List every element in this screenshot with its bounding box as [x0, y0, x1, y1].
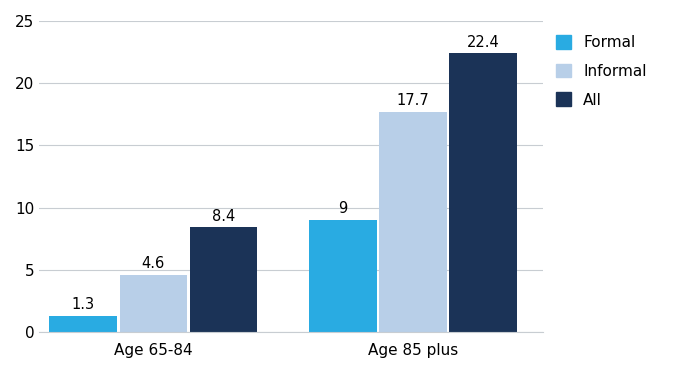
Bar [190, 228, 258, 332]
Bar [379, 112, 447, 332]
Bar [120, 275, 187, 332]
Bar [450, 53, 517, 332]
Text: 4.6: 4.6 [142, 256, 165, 271]
Text: 8.4: 8.4 [212, 209, 235, 224]
Bar [309, 220, 377, 332]
Bar [49, 316, 117, 332]
Text: 9: 9 [338, 201, 347, 216]
Legend: Formal, Informal, All: Formal, Informal, All [555, 35, 647, 107]
Text: 22.4: 22.4 [467, 35, 500, 50]
Text: 1.3: 1.3 [72, 297, 95, 312]
Text: 17.7: 17.7 [397, 93, 429, 108]
